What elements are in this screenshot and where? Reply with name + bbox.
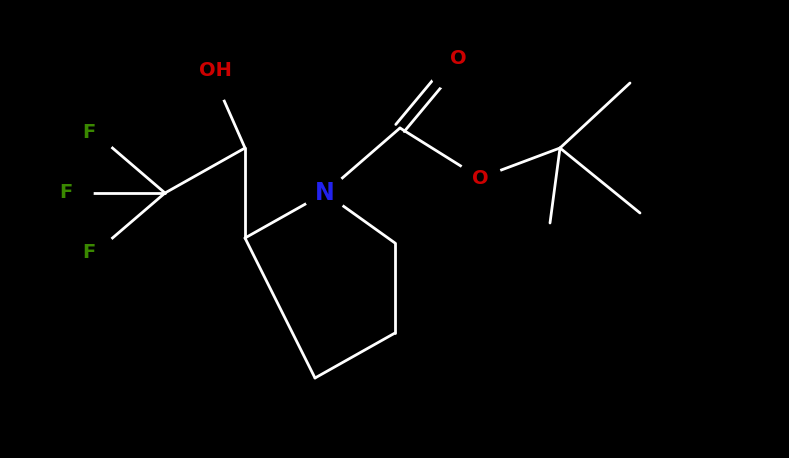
- Text: OH: OH: [199, 61, 231, 80]
- Circle shape: [459, 157, 501, 199]
- Circle shape: [304, 172, 346, 214]
- Text: F: F: [82, 244, 95, 262]
- Circle shape: [429, 47, 471, 89]
- Text: O: O: [450, 49, 466, 68]
- Circle shape: [74, 112, 116, 154]
- Text: N: N: [315, 181, 335, 205]
- Text: F: F: [58, 184, 72, 202]
- Text: F: F: [82, 124, 95, 142]
- Circle shape: [74, 232, 116, 274]
- Text: O: O: [472, 169, 488, 187]
- Circle shape: [194, 59, 236, 101]
- Circle shape: [51, 172, 93, 214]
